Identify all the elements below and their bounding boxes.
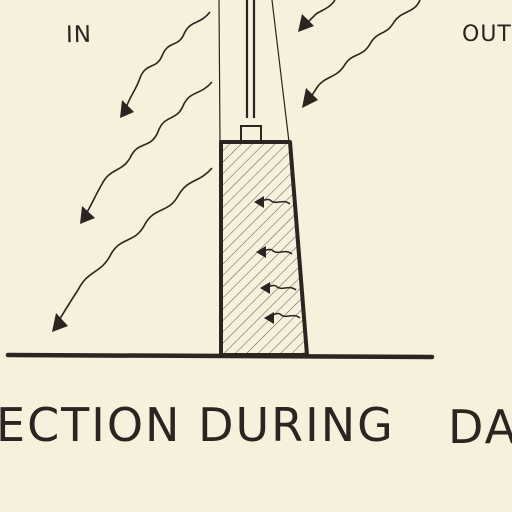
outgoing-radiation-arrows — [303, 0, 421, 101]
label-out: OUT — [462, 22, 512, 47]
arrowhead-icon — [264, 312, 274, 324]
incoming-arrow-1 — [125, 11, 211, 109]
arrowhead-icon — [302, 88, 318, 108]
label-in: IN — [65, 21, 93, 49]
center-rod — [245, 0, 256, 118]
glazing-line-left — [218, 0, 221, 143]
incoming-radiation-arrows — [57, 11, 213, 323]
caption-text: ECTION DURING — [0, 398, 395, 452]
outgoing-arrow-2 — [307, 0, 421, 101]
arrowhead-icon — [52, 313, 68, 332]
outgoing-arrowheads — [298, 14, 318, 108]
arrowhead-icon — [298, 14, 314, 32]
arrowhead-icon — [120, 100, 134, 118]
cap-block — [240, 125, 262, 143]
incoming-arrowheads — [52, 100, 134, 332]
arrowhead-icon — [256, 246, 266, 258]
incoming-arrow-2 — [85, 81, 213, 215]
arrowhead-icon — [260, 282, 270, 294]
stored-heat-arrowheads — [254, 196, 274, 324]
caption-text-continued: DAC — [448, 400, 512, 454]
arrowhead-icon — [80, 206, 95, 224]
arrowhead-icon — [254, 196, 264, 208]
glazing-line-right — [271, 0, 290, 143]
incoming-arrow-3 — [57, 167, 213, 323]
